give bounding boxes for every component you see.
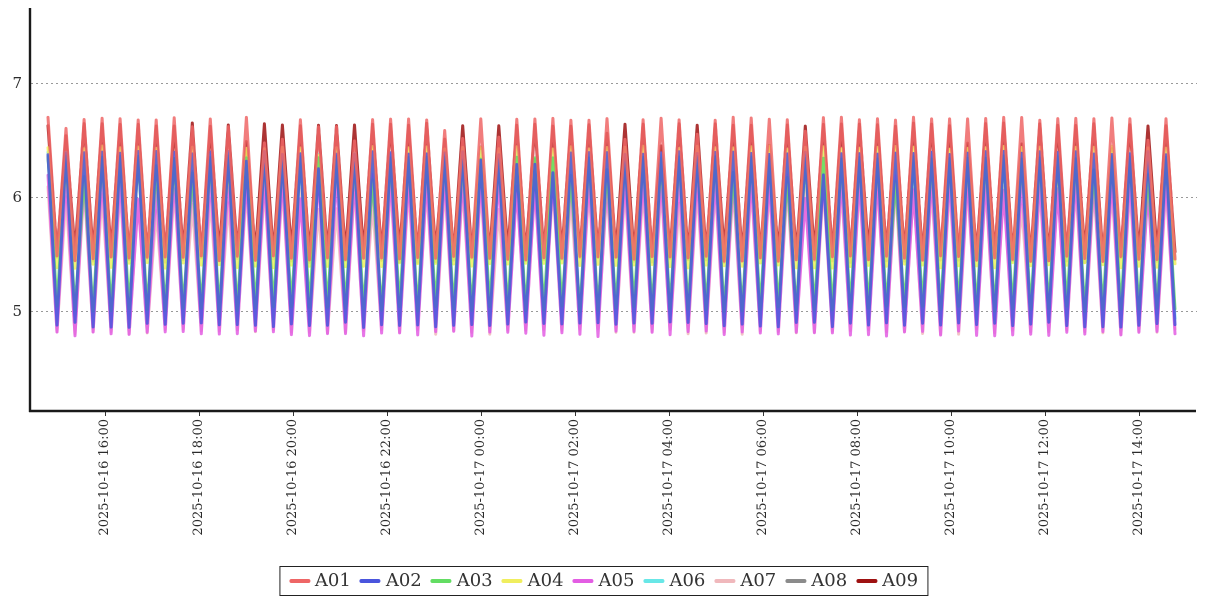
legend-label-a03: A03 (456, 570, 493, 591)
series-line-a02 (46, 149, 1177, 329)
legend-swatch-a04 (501, 579, 523, 583)
legend-swatch-a01 (288, 579, 310, 583)
x-tick-label: 2025-10-17 06:00 (755, 419, 770, 536)
y-tick-label-7: 7 (12, 74, 22, 92)
legend-item-a07[interactable]: A07 (714, 571, 776, 591)
legend-swatch-a03 (430, 579, 452, 583)
legend-item-a06[interactable]: A06 (643, 571, 705, 591)
legend-swatch-a08 (785, 579, 807, 583)
x-tick-label: 2025-10-16 18:00 (191, 419, 206, 536)
y-tick-label-5: 5 (12, 302, 22, 320)
legend-label-a04: A04 (527, 570, 564, 591)
x-tick-label: 2025-10-17 12:00 (1037, 419, 1052, 536)
legend-item-a09[interactable]: A09 (856, 571, 918, 591)
legend-label-a02: A02 (385, 570, 422, 591)
x-tick-label: 2025-10-17 00:00 (473, 419, 488, 536)
legend-label-a05: A05 (598, 570, 635, 591)
x-tick-label: 2025-10-17 02:00 (567, 419, 582, 536)
legend-label-a06: A06 (669, 570, 706, 591)
x-tick-label: 2025-10-16 16:00 (97, 419, 112, 536)
legend-label-a07: A07 (740, 570, 777, 591)
y-tick-label-6: 6 (12, 188, 22, 206)
legend-item-a01[interactable]: A01 (288, 570, 351, 591)
legend-item-a05[interactable]: A05 (572, 570, 635, 591)
x-tick-label: 2025-10-17 10:00 (943, 419, 958, 536)
x-tick-label: 2025-10-17 04:00 (661, 419, 676, 536)
legend-swatch-a06 (643, 579, 665, 583)
series-lines (46, 115, 1177, 338)
legend-item-a08[interactable]: A08 (785, 571, 847, 591)
x-tick-label: 2025-10-17 14:00 (1131, 419, 1146, 536)
x-tick-label: 2025-10-16 22:00 (379, 419, 394, 536)
legend-item-a02[interactable]: A02 (359, 570, 422, 591)
x-tick-marks (105, 412, 1140, 416)
x-tick-label: 2025-10-16 20:00 (285, 419, 300, 536)
legend-swatch-a05 (572, 579, 594, 583)
legend-item-a04[interactable]: A04 (501, 570, 564, 591)
legend-item-a03[interactable]: A03 (430, 570, 493, 591)
x-tick-label: 2025-10-17 08:00 (849, 419, 864, 536)
legend-label-a01: A01 (314, 570, 351, 591)
axes (28, 8, 1196, 413)
legend: A01 A02 A03 A04 A05 A06 A07 A08 (278, 566, 929, 596)
legend-swatch-a02 (359, 579, 381, 583)
legend-label-a08: A08 (811, 570, 848, 591)
legend-swatch-a09 (856, 579, 878, 583)
legend-label-a09: A09 (882, 570, 919, 591)
series-line-a01 (46, 115, 1177, 263)
legend-swatch-a07 (714, 579, 736, 583)
